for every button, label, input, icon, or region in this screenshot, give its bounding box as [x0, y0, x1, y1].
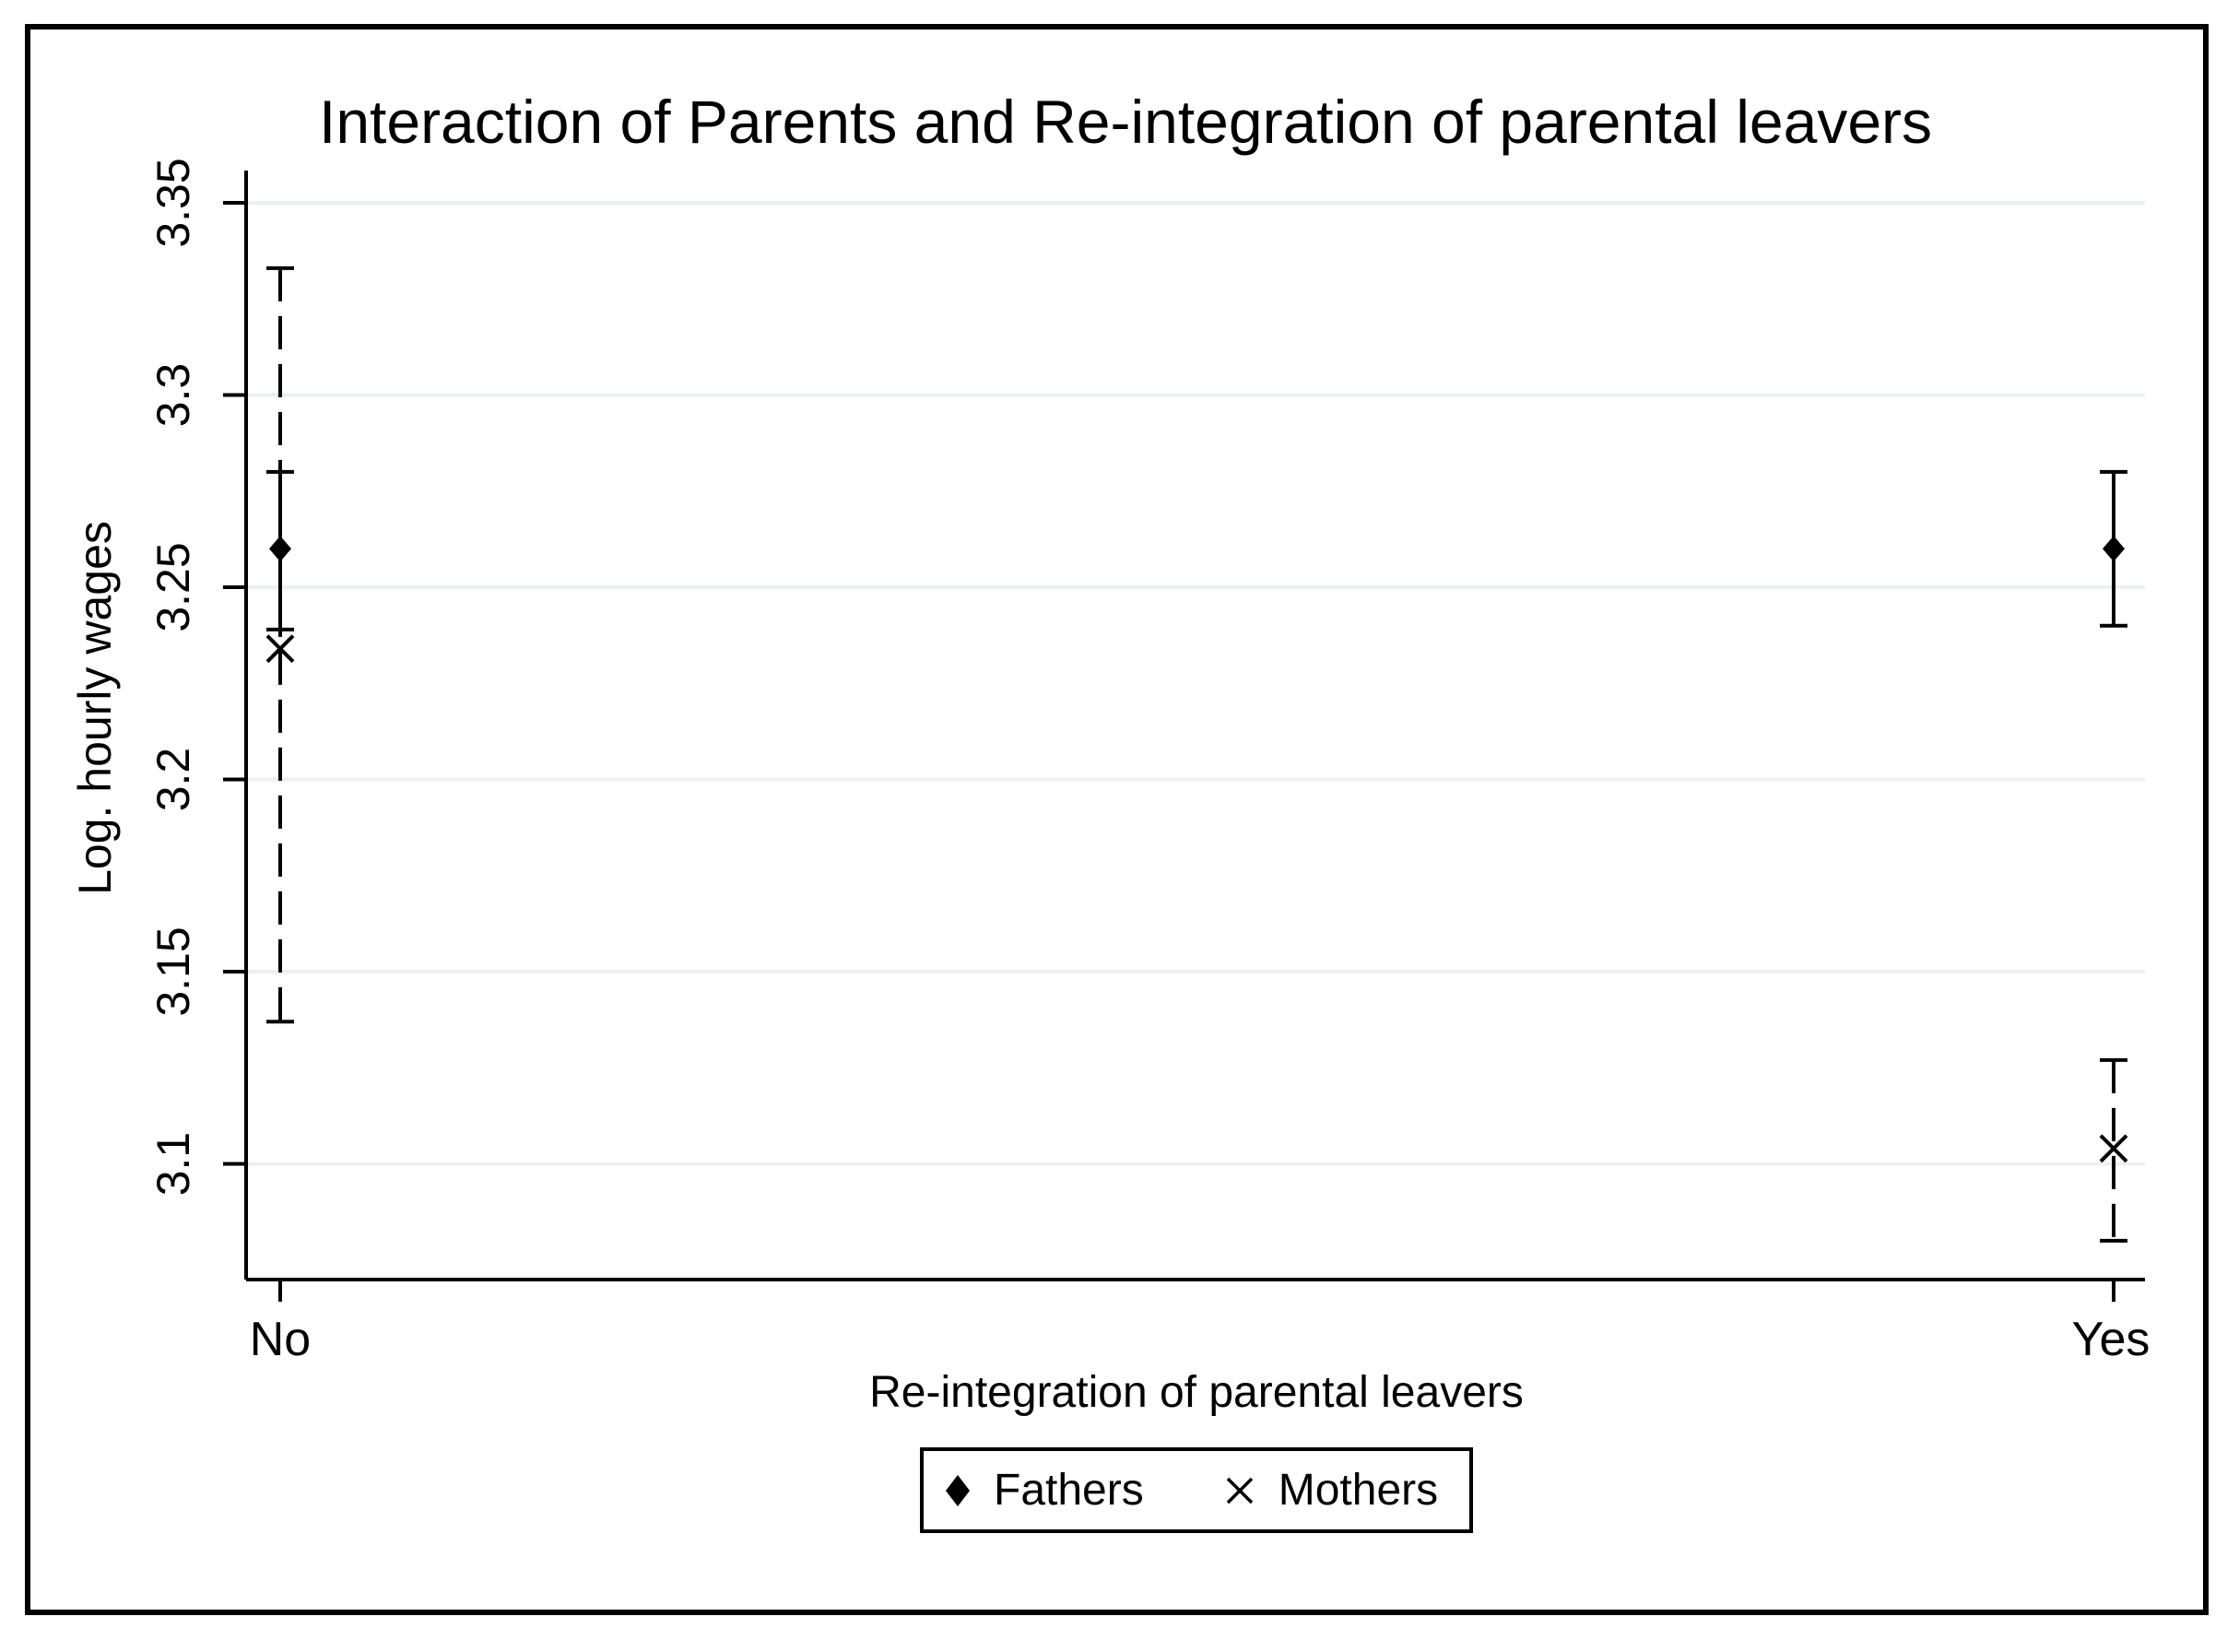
- figure-border: [25, 24, 2209, 1615]
- fathers-point-marker: [2103, 536, 2125, 562]
- fathers-diamond-icon: [946, 1474, 970, 1506]
- legend-label-fathers: Fathers: [994, 1465, 1144, 1515]
- legend-item-mothers: Mothers: [1225, 1465, 1439, 1515]
- y-tick-label: 3.2: [147, 748, 199, 812]
- x-axis-title: Re-integration of parental leavers: [869, 1368, 1524, 1417]
- y-tick-label: 3.25: [147, 542, 199, 631]
- chart-title: Interaction of Parents and Re-integratio…: [318, 88, 1933, 156]
- y-axis-title: Log. hourly wages: [69, 521, 121, 895]
- y-tick-label: 3.35: [147, 158, 199, 247]
- x-tick-label-yes: Yes: [2071, 1313, 2151, 1366]
- legend: Fathers Mothers: [920, 1447, 1473, 1533]
- mothers-point-marker: [265, 634, 295, 664]
- y-tick-label: 3.3: [147, 363, 199, 428]
- y-tick-label: 3.1: [147, 1132, 199, 1197]
- mothers-point-marker: [2099, 1134, 2128, 1163]
- legend-item-fathers: Fathers: [946, 1465, 1144, 1515]
- mothers-x-icon: [1226, 1477, 1253, 1504]
- fathers-point-marker: [269, 536, 291, 562]
- y-tick-label: 3.15: [147, 926, 199, 1016]
- x-tick-label-no: No: [249, 1313, 312, 1366]
- legend-label-mothers: Mothers: [1278, 1465, 1439, 1515]
